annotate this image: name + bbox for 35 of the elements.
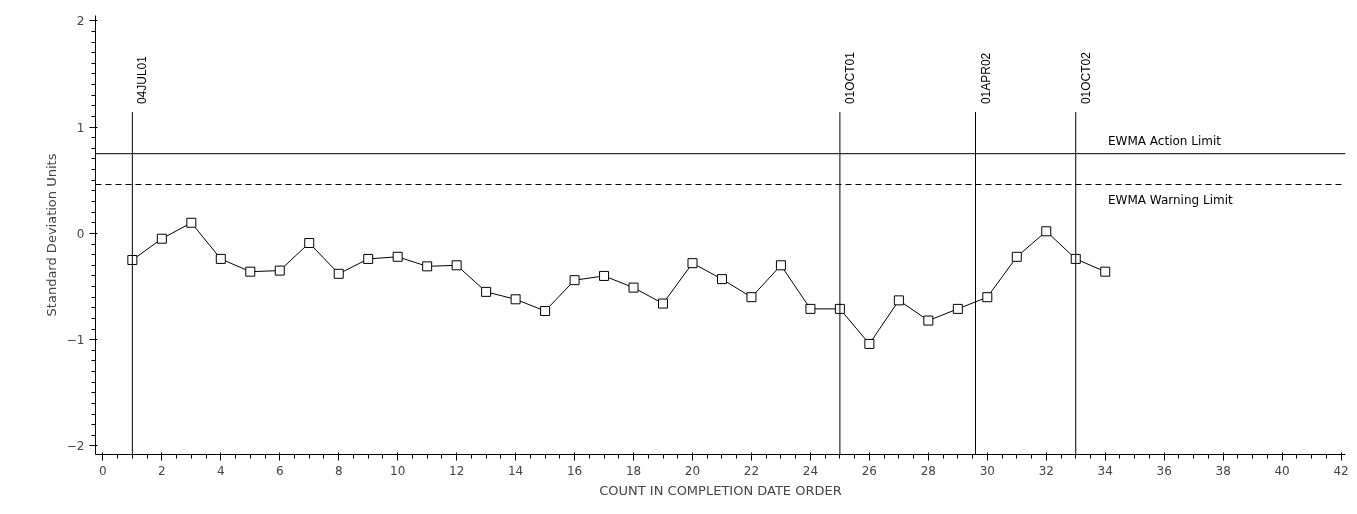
x-tick-label: 34: [1097, 463, 1113, 478]
x-tick-label: 20: [684, 463, 701, 478]
x-tick-label: 18: [625, 463, 642, 478]
x-tick-label: 22: [743, 463, 760, 478]
ref-line-label: EWMA Warning Limit: [1108, 192, 1234, 207]
x-tick-label: 12: [449, 463, 465, 478]
x-tick-label: 26: [861, 463, 878, 478]
y-tick-label: −2: [66, 439, 85, 454]
ref-line-label: 01OCT01: [842, 51, 857, 105]
x-tick-label: 4: [216, 463, 225, 478]
ref-line-label: 01OCT02: [1078, 51, 1093, 105]
x-tick-label: 8: [334, 463, 343, 478]
x-tick-label: 32: [1038, 463, 1054, 478]
y-tick-label: 1: [76, 120, 85, 135]
x-tick-label: 24: [802, 463, 819, 478]
x-tick-label: 38: [1215, 463, 1231, 478]
ref-line-label: 01APR02: [978, 52, 993, 105]
ref-line-label: EWMA Action Limit: [1108, 133, 1222, 148]
x-tick-label: 36: [1156, 463, 1172, 478]
x-tick-label: 16: [566, 463, 583, 478]
x-tick-label: 40: [1274, 463, 1290, 478]
x-tick-label: 30: [979, 463, 995, 478]
y-tick-label: 0: [76, 226, 85, 241]
ref-line-label: 04JUL01: [135, 55, 150, 105]
x-tick-label: 42: [1333, 463, 1349, 478]
x-tick-label: 0: [99, 463, 107, 478]
x-tick-label: 28: [920, 463, 936, 478]
x-tick-label: 6: [275, 463, 284, 478]
y-tick-label: −1: [66, 333, 85, 348]
x-tick-label: 2: [158, 463, 166, 478]
y-tick-label: 2: [76, 14, 85, 29]
y-axis-title: Standard Deviation Units: [43, 153, 59, 317]
x-axis-title: COUNT IN COMPLETION DATE ORDER: [599, 482, 842, 498]
x-tick-label: 14: [507, 463, 524, 478]
x-tick-label: 10: [390, 463, 406, 478]
